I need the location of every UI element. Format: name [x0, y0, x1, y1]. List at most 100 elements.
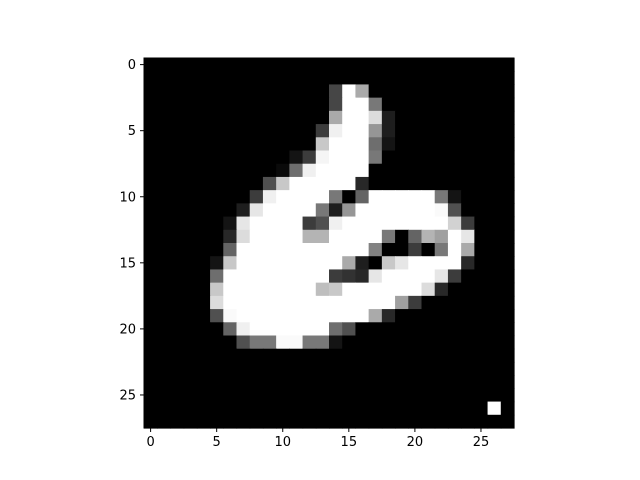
heatmap-cell-18-27	[500, 295, 515, 310]
heatmap-cell-8-18	[381, 163, 396, 178]
heatmap-cell-7-14	[329, 150, 343, 165]
heatmap-cell-24-7	[236, 375, 251, 389]
heatmap-cell-10-12	[302, 190, 317, 204]
heatmap-cell-20-21	[421, 322, 436, 337]
heatmap-cell-26-24	[461, 401, 475, 416]
heatmap-cell-25-0	[144, 388, 158, 403]
heatmap-cell-14-20	[408, 243, 423, 257]
heatmap-cell-0-15	[342, 58, 357, 72]
heatmap-cell-2-7	[236, 84, 251, 99]
heatmap-cell-3-19	[395, 97, 409, 112]
heatmap-cell-11-19	[395, 203, 409, 218]
heatmap-cell-13-10	[276, 229, 290, 244]
heatmap-cell-7-8	[249, 150, 264, 165]
heatmap-cell-23-21	[421, 361, 436, 376]
heatmap-cell-23-13	[315, 361, 330, 376]
heatmap-cell-19-10	[276, 309, 290, 323]
heatmap-cell-19-12	[302, 309, 317, 323]
heatmap-cell-21-13	[315, 335, 330, 350]
heatmap-cell-22-26	[487, 348, 502, 363]
heatmap-cell-13-2	[170, 229, 185, 244]
heatmap-cell-9-4	[196, 176, 211, 191]
heatmap-cell-2-0	[144, 84, 158, 99]
heatmap-cell-25-9	[262, 388, 277, 403]
heatmap-cell-5-18	[381, 124, 396, 138]
heatmap-cell-12-25	[474, 216, 489, 231]
heatmap-cell-17-0	[144, 282, 158, 297]
heatmap-cell-14-14	[329, 243, 343, 257]
heatmap-cell-16-13	[315, 269, 330, 284]
heatmap-cell-17-14	[329, 282, 343, 297]
heatmap-cell-15-18	[381, 256, 396, 271]
heatmap-cell-5-22	[434, 124, 449, 138]
heatmap-cell-8-22	[434, 163, 449, 178]
heatmap-cell-18-10	[276, 295, 290, 310]
heatmap-cell-19-1	[157, 309, 172, 323]
heatmap-cell-23-23	[447, 361, 462, 376]
heatmap-cell-0-3	[183, 58, 198, 72]
heatmap-cell-7-22	[434, 150, 449, 165]
heatmap-cell-18-6	[223, 295, 238, 310]
heatmap-cell-0-9	[262, 58, 277, 72]
heatmap-cell-0-25	[474, 58, 489, 72]
heatmap-cell-21-1	[157, 335, 172, 350]
heatmap-cell-5-2	[170, 124, 185, 138]
heatmap-cell-1-14	[329, 71, 343, 86]
heatmap-cell-9-9	[262, 176, 277, 191]
heatmap-cell-0-5	[210, 58, 224, 72]
heatmap-cell-4-6	[223, 110, 238, 125]
heatmap-cell-25-18	[381, 388, 396, 403]
heatmap-cell-6-19	[395, 137, 409, 152]
heatmap-cell-4-23	[447, 110, 462, 125]
heatmap-cell-6-24	[461, 137, 475, 152]
heatmap-cell-15-17	[368, 256, 383, 271]
heatmap-cell-17-5	[210, 282, 224, 297]
heatmap-cell-6-10	[276, 137, 290, 152]
heatmap-cell-20-4	[196, 322, 211, 337]
heatmap-cell-22-27	[500, 348, 515, 363]
heatmap-cell-8-25	[474, 163, 489, 178]
heatmap-cell-3-0	[144, 97, 158, 112]
y-axis-ticks: 0 5 10 15 20 25	[119, 58, 144, 403]
heatmap-cell-14-16	[355, 243, 370, 257]
heatmap-cell-17-2	[170, 282, 185, 297]
x-tick-label-0: 0	[146, 435, 154, 450]
heatmap-cell-15-27	[500, 256, 515, 271]
heatmap-cell-24-20	[408, 375, 423, 389]
heatmap-cell-11-18	[381, 203, 396, 218]
heatmap-cell-10-27	[500, 190, 515, 204]
heatmap-cell-13-14	[329, 229, 343, 244]
heatmap-cell-22-16	[355, 348, 370, 363]
heatmap-cell-13-9	[262, 229, 277, 244]
heatmap-cell-25-22	[434, 388, 449, 403]
heatmap-cell-15-9	[262, 256, 277, 271]
heatmap-cell-15-5	[210, 256, 224, 271]
heatmap-cell-22-6	[223, 348, 238, 363]
heatmap-cell-4-18	[381, 110, 396, 125]
heatmap-cell-14-24	[461, 243, 475, 257]
heatmap-cell-21-4	[196, 335, 211, 350]
heatmap-cell-2-15	[342, 84, 357, 99]
heatmap-cell-6-8	[249, 137, 264, 152]
heatmap-cell-19-24	[461, 309, 475, 323]
heatmap-cell-15-14	[329, 256, 343, 271]
heatmap-cell-20-11	[289, 322, 304, 337]
heatmap-cell-24-21	[421, 375, 436, 389]
heatmap-cell-13-27	[500, 229, 515, 244]
heatmap-cell-22-4	[196, 348, 211, 363]
heatmap-cell-8-0	[144, 163, 158, 178]
heatmap-cell-13-21	[421, 229, 436, 244]
heatmap-cell-27-20	[408, 414, 423, 429]
heatmap-cell-15-22	[434, 256, 449, 271]
heatmap-cell-15-3	[183, 256, 198, 271]
heatmap-cell-2-25	[474, 84, 489, 99]
heatmap-cell-25-8	[249, 388, 264, 403]
heatmap-cell-2-21	[421, 84, 436, 99]
heatmap-cell-20-15	[342, 322, 357, 337]
heatmap-cell-23-12	[302, 361, 317, 376]
heatmap-cell-20-0	[144, 322, 158, 337]
heatmap-cell-6-12	[302, 137, 317, 152]
heatmap-cell-18-5	[210, 295, 224, 310]
heatmap-cell-16-4	[196, 269, 211, 284]
heatmap-cell-10-16	[355, 190, 370, 204]
